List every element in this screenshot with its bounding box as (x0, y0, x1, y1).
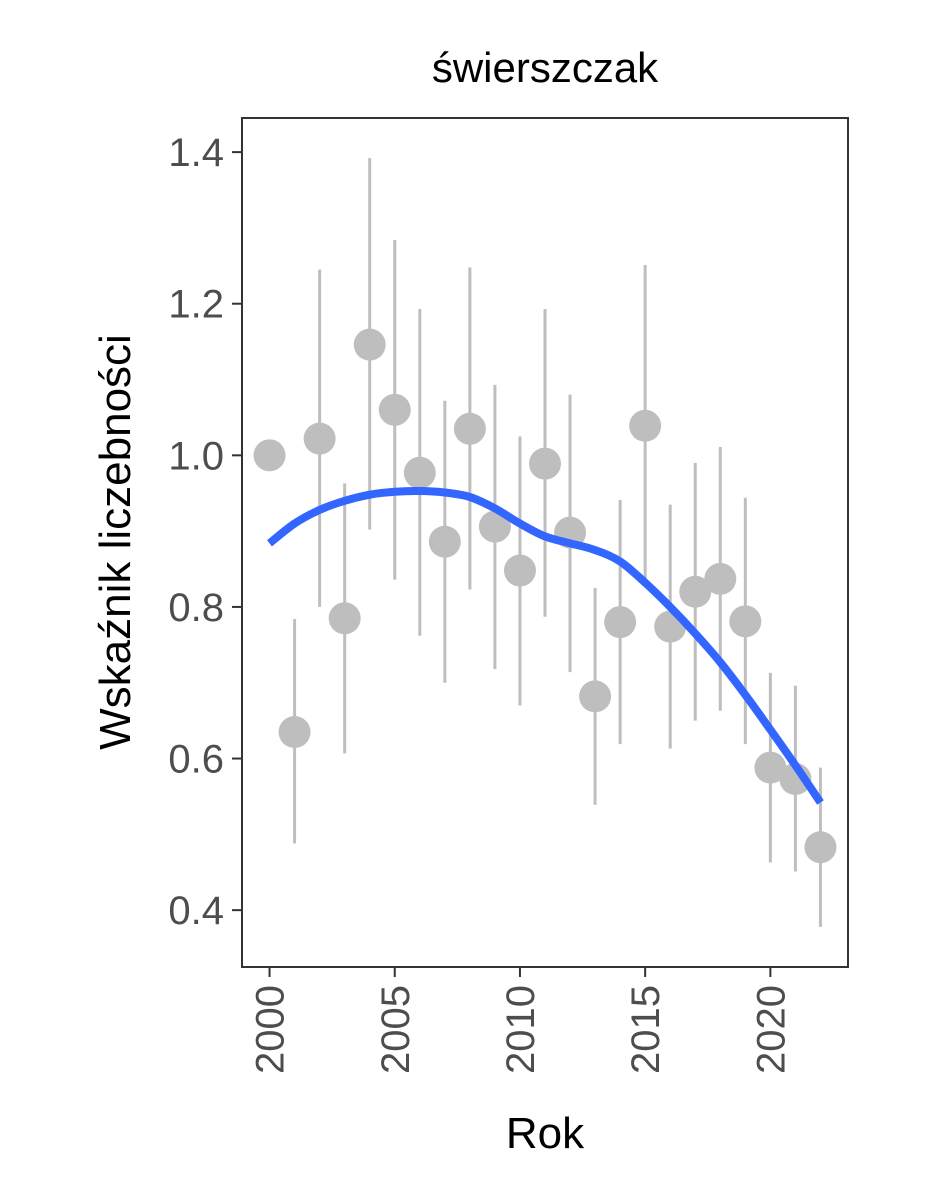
plot-panel-border (241, 117, 849, 968)
data-point-2010 (503, 554, 536, 587)
data-points (253, 328, 837, 864)
y-tick-label: 0.8 (168, 586, 224, 630)
x-tick-label: 2000 (249, 985, 293, 1074)
data-point-2020 (754, 751, 787, 784)
data-point-2000 (253, 439, 286, 472)
x-tick-label: 2010 (499, 985, 543, 1074)
data-point-2003 (328, 602, 361, 635)
data-point-2009 (478, 510, 511, 543)
y-axis: 0.4 0.6 0.8 1.0 1.2 1.4 (168, 131, 242, 933)
data-point-2007 (428, 525, 461, 558)
data-point-2014 (604, 606, 637, 639)
x-axis-title: Rok (506, 1109, 585, 1158)
x-axis: 2000 2005 2010 2015 2020 (249, 967, 793, 1074)
y-axis-title: Wskaźnik liczebności (91, 334, 140, 750)
data-point-2013 (579, 680, 612, 713)
data-point-2019 (729, 605, 762, 638)
trend-layer (266, 486, 824, 805)
data-point-2002 (303, 422, 336, 455)
data-point-2018 (704, 562, 737, 595)
data-point-2006 (403, 456, 436, 489)
chart-title: świerszczak (432, 44, 659, 91)
data-point-2004 (353, 328, 386, 361)
x-tick-label: 2015 (624, 985, 668, 1074)
data-point-2001 (278, 716, 311, 749)
data-point-2015 (629, 409, 662, 442)
data-point-2005 (378, 393, 411, 426)
x-tick-label: 2005 (374, 985, 418, 1074)
y-tick-label: 0.4 (168, 889, 224, 933)
y-tick-label: 1.0 (168, 434, 224, 478)
data-point-2008 (453, 412, 486, 445)
data-point-2017 (679, 575, 712, 608)
y-tick-label: 1.2 (168, 283, 224, 327)
data-point-2011 (529, 447, 561, 480)
x-tick-label: 2020 (749, 985, 793, 1074)
y-tick-label: 0.6 (168, 738, 224, 782)
trend-line (266, 486, 824, 805)
data-point-2022 (804, 831, 837, 864)
y-tick-label: 1.4 (168, 131, 224, 175)
